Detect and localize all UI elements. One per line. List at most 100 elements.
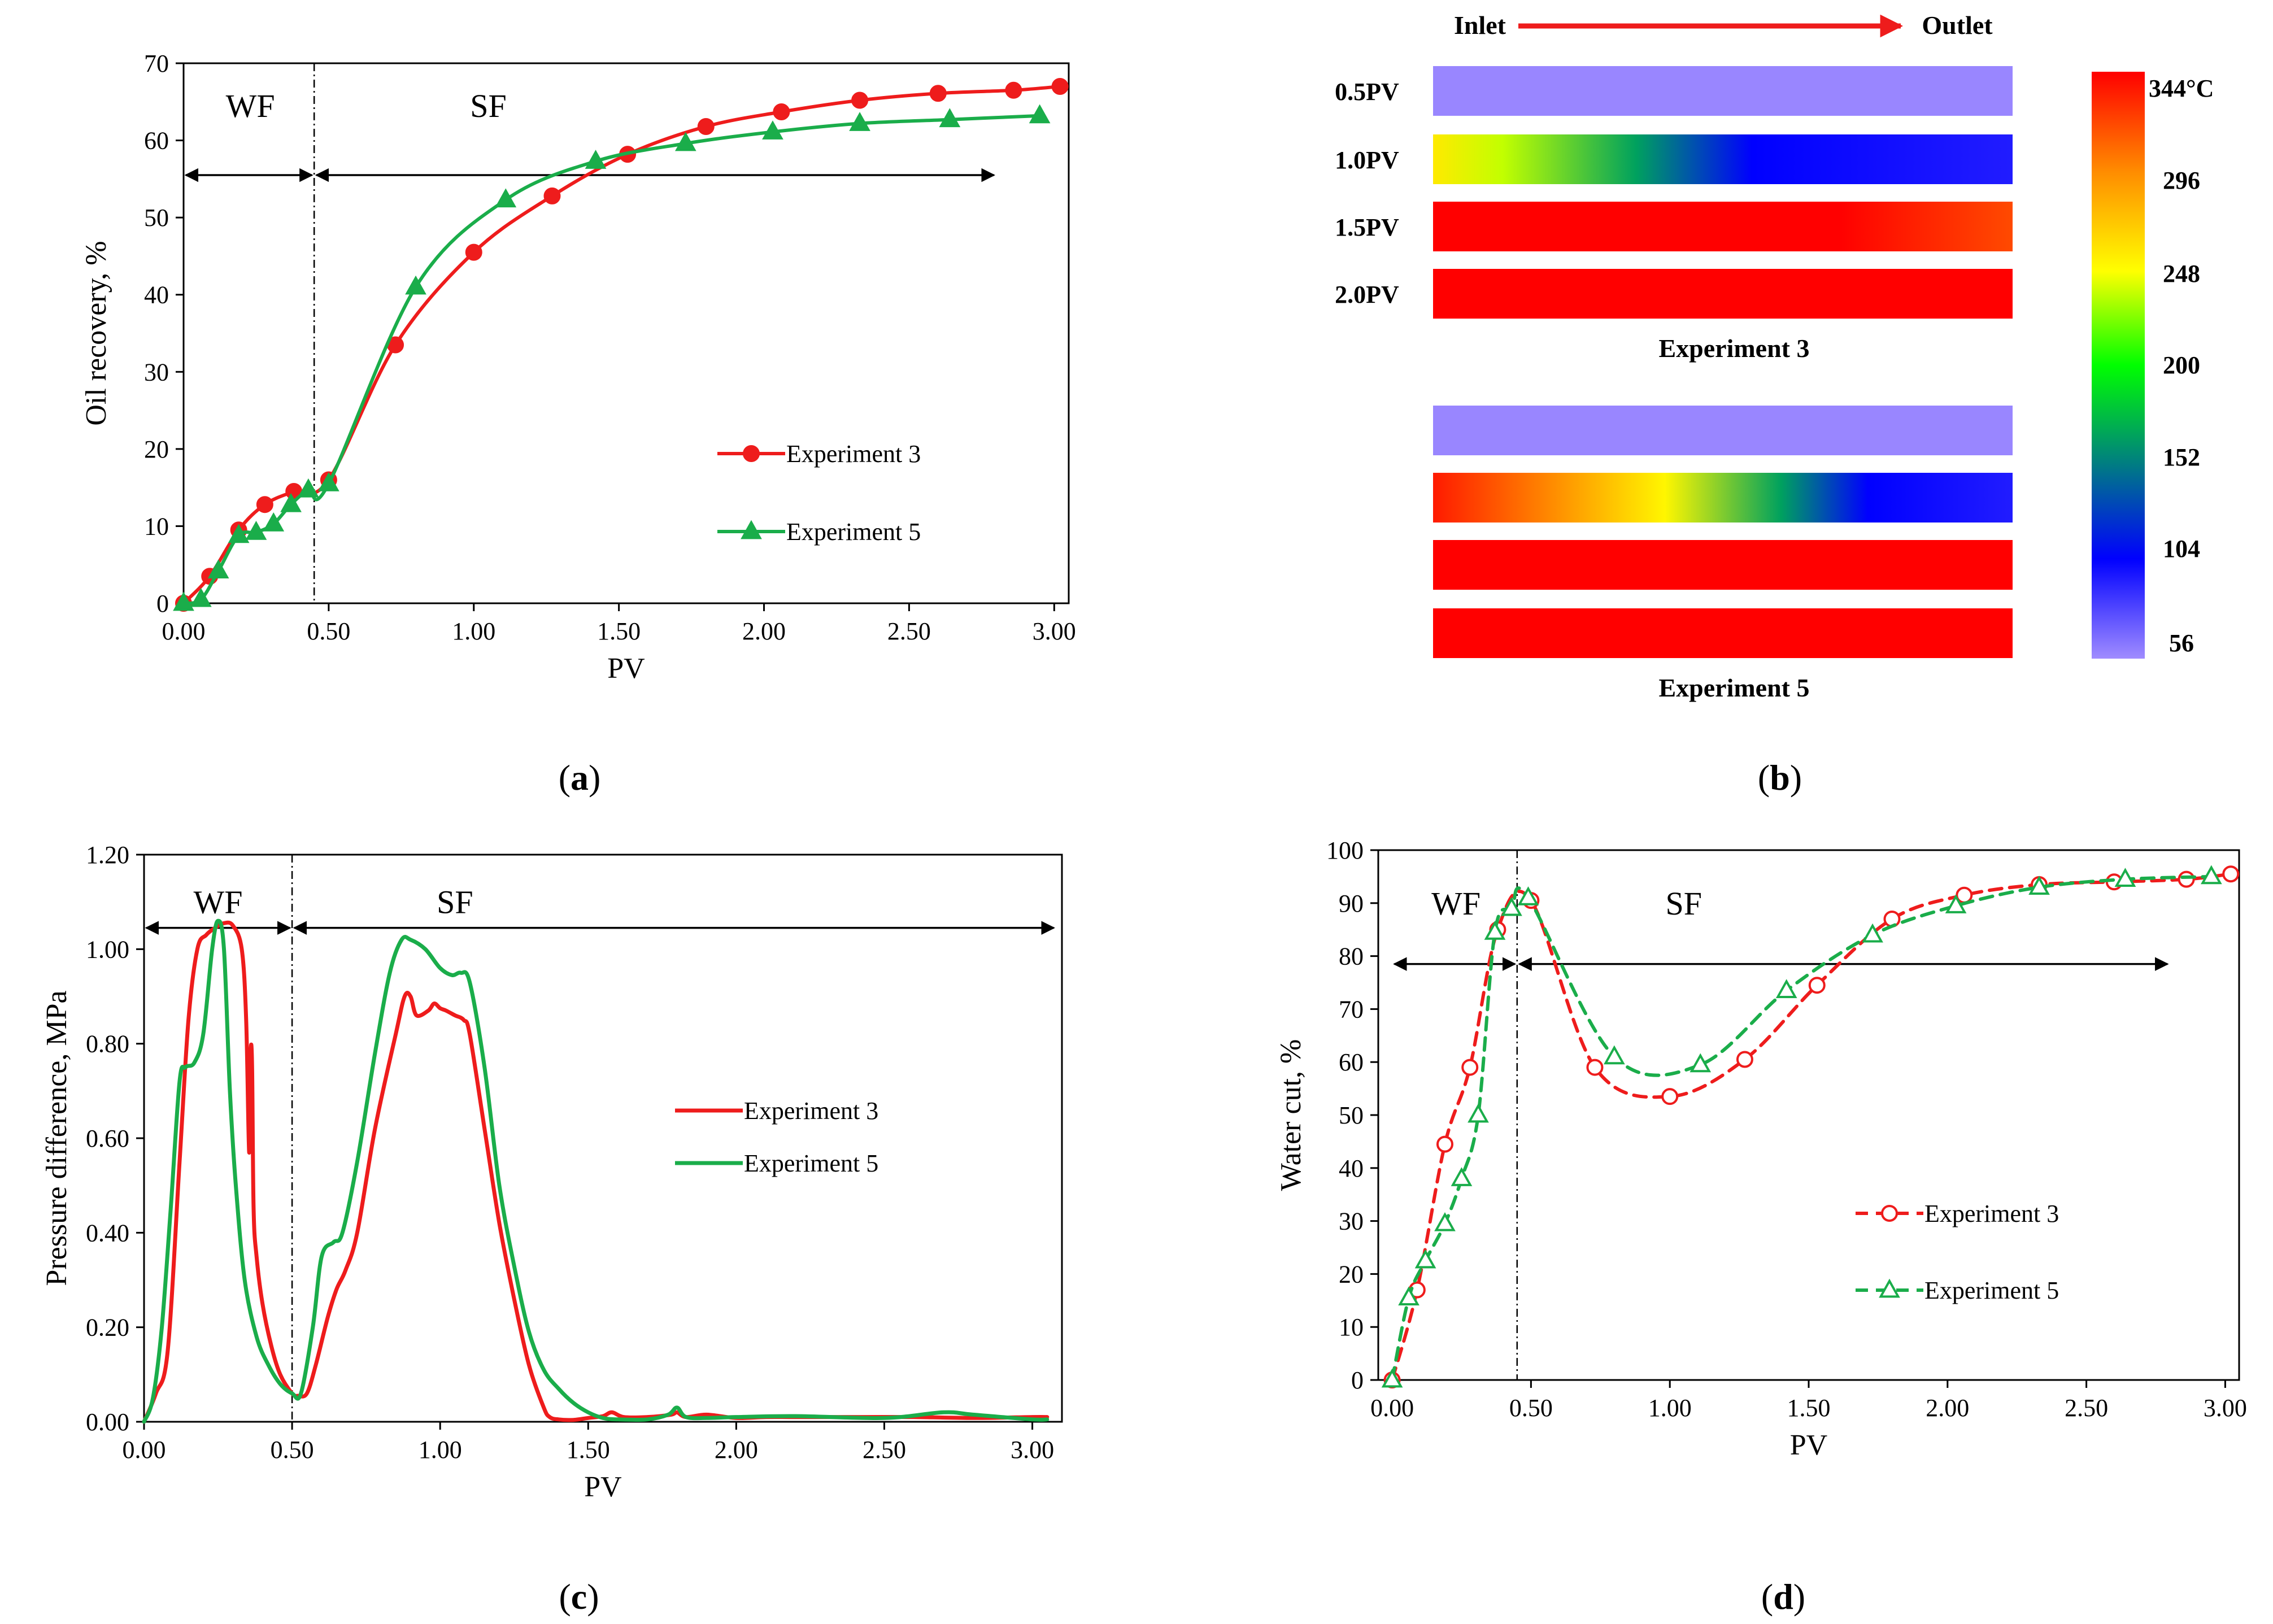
legend-label: Experiment 5 — [1924, 1277, 2059, 1304]
series-experiment-3 — [142, 920, 1050, 1424]
y-axis: 0 10 20 30 40 50 60 70 — [144, 50, 184, 617]
data-point — [1029, 104, 1051, 124]
data-point — [1736, 1051, 1753, 1068]
y-tick-label: 90 — [1339, 890, 1364, 917]
y-tick-label: 40 — [144, 281, 169, 309]
series-experiment-5 — [1381, 865, 2222, 1388]
caption-part: ( — [559, 1577, 571, 1617]
data-point — [2028, 876, 2050, 895]
temperature-bar — [1433, 406, 2013, 455]
x-tick-label: 0.00 — [123, 1436, 166, 1464]
y-axis-title: Oil recovery, % — [80, 241, 112, 425]
x-tick-label: 1.50 — [567, 1436, 610, 1464]
x-tick-label: 1.00 — [1648, 1394, 1692, 1422]
y-axis: 0.00 0.20 0.40 0.60 0.80 1.00 1.20 — [86, 841, 144, 1436]
series-line — [142, 920, 1050, 1424]
legend-label: Experiment 3 — [786, 440, 921, 468]
series-experiment-5 — [173, 104, 1051, 611]
data-point — [207, 559, 229, 579]
data-point — [1434, 1212, 1456, 1231]
data-point — [929, 85, 947, 102]
x-tick-label: 1.00 — [419, 1436, 462, 1464]
experiment-title: Experiment 5 — [1658, 673, 1809, 702]
y-tick-label: 100 — [1326, 837, 1364, 864]
temperature-bar — [1433, 473, 2013, 523]
x-tick-label: 2.50 — [887, 617, 931, 645]
data-point — [1005, 81, 1022, 99]
y-tick-label: 0.40 — [86, 1219, 129, 1247]
data-point — [1451, 1167, 1473, 1186]
legend-label: Experiment 3 — [744, 1097, 878, 1125]
x-tick-label: 2.00 — [742, 617, 786, 645]
legend-entry: Experiment 3 — [1856, 1200, 2059, 1227]
caption-part: ( — [1761, 1577, 1773, 1617]
data-point — [280, 493, 302, 512]
data-point — [773, 103, 790, 121]
legend-marker — [1879, 1278, 1900, 1298]
region-label-wf: WF — [194, 884, 243, 921]
y-tick-label: 60 — [144, 127, 169, 155]
data-point — [245, 521, 267, 540]
data-point — [190, 587, 212, 607]
data-point — [1604, 1045, 1625, 1065]
temperature-bar — [1433, 540, 2013, 590]
x-tick-label: 3.00 — [1011, 1436, 1054, 1464]
x-tick-label: 1.00 — [452, 617, 495, 645]
y-tick-label: 20 — [1339, 1260, 1364, 1288]
x-axis-title: PV — [584, 1471, 621, 1503]
data-point — [1436, 1135, 1453, 1153]
data-point — [173, 591, 194, 611]
data-point — [228, 524, 250, 543]
y-tick-label: 0 — [156, 590, 169, 617]
data-point — [1381, 1368, 1403, 1388]
y-tick-label: 10 — [1339, 1313, 1364, 1341]
y-tick-label: 80 — [1339, 943, 1364, 970]
panel-caption-c: (c) — [559, 1577, 599, 1617]
series-experiment-3 — [1383, 865, 2240, 1388]
data-point — [851, 92, 869, 109]
y-tick-label: 40 — [1339, 1155, 1364, 1182]
data-point — [1468, 1103, 1489, 1123]
plot-frame — [1377, 849, 2240, 1381]
x-tick-label: 1.50 — [1787, 1394, 1831, 1422]
colorbar-tick-label: 344°C — [2149, 75, 2214, 102]
series-experiment-5 — [142, 918, 1050, 1424]
chart-c: 0.00 0.20 0.40 0.60 0.80 1.00 1.20 0.00 0.50 1.00… — [41, 841, 1063, 1617]
colorbar-tick-label: 104 — [2163, 535, 2200, 563]
x-tick-label: 0.00 — [162, 617, 206, 645]
chart-b: Inlet Outlet 0.5PV 1.0PV 1.5PV 2.0PV Experimen… — [1335, 11, 2214, 798]
row-label: 2.0PV — [1335, 281, 1399, 308]
data-point — [2222, 865, 2240, 883]
caption-part: ) — [587, 1577, 599, 1617]
caption-part: ) — [1790, 757, 1802, 798]
x-axis-title: PV — [607, 652, 645, 685]
row-label: 0.5PV — [1335, 78, 1399, 106]
y-tick-label: 50 — [144, 204, 169, 232]
chart-a: 0 10 20 30 40 50 60 70 0.00 0.50 1.00 1.50 2.00 2.50 3… — [80, 50, 1076, 798]
y-tick-label: 70 — [144, 50, 169, 77]
region-label-sf: SF — [1666, 885, 1702, 922]
data-point — [674, 132, 696, 151]
panel-caption-a: (a) — [559, 757, 601, 798]
colorbar-tick-label: 296 — [2163, 167, 2200, 194]
y-axis-title: Pressure difference, MPa — [41, 990, 73, 1286]
y-tick-label: 0.80 — [86, 1030, 129, 1058]
y-tick-label: 60 — [1339, 1048, 1364, 1076]
legend-entry: Experiment 5 — [1856, 1277, 2059, 1304]
temperature-bar — [1433, 134, 2013, 184]
data-point — [1661, 1088, 1679, 1105]
data-point — [1862, 923, 1883, 943]
data-point — [1689, 1053, 1712, 1073]
x-axis: 0.00 0.50 1.00 1.50 2.00 2.50 3.00 — [1370, 1380, 2247, 1422]
caption-part: b — [1770, 757, 1790, 798]
temperature-bar — [1433, 269, 2013, 319]
colorbar-tick-label: 152 — [2163, 443, 2200, 471]
panel-caption-b: (b) — [1758, 757, 1802, 798]
data-point — [2200, 865, 2222, 885]
data-point — [495, 188, 517, 208]
x-tick-label: 1.50 — [597, 617, 641, 645]
data-point — [2178, 870, 2195, 888]
x-tick-label: 0.00 — [1370, 1394, 1414, 1422]
temperature-bar — [1433, 202, 2013, 251]
legend-marker — [741, 520, 762, 539]
